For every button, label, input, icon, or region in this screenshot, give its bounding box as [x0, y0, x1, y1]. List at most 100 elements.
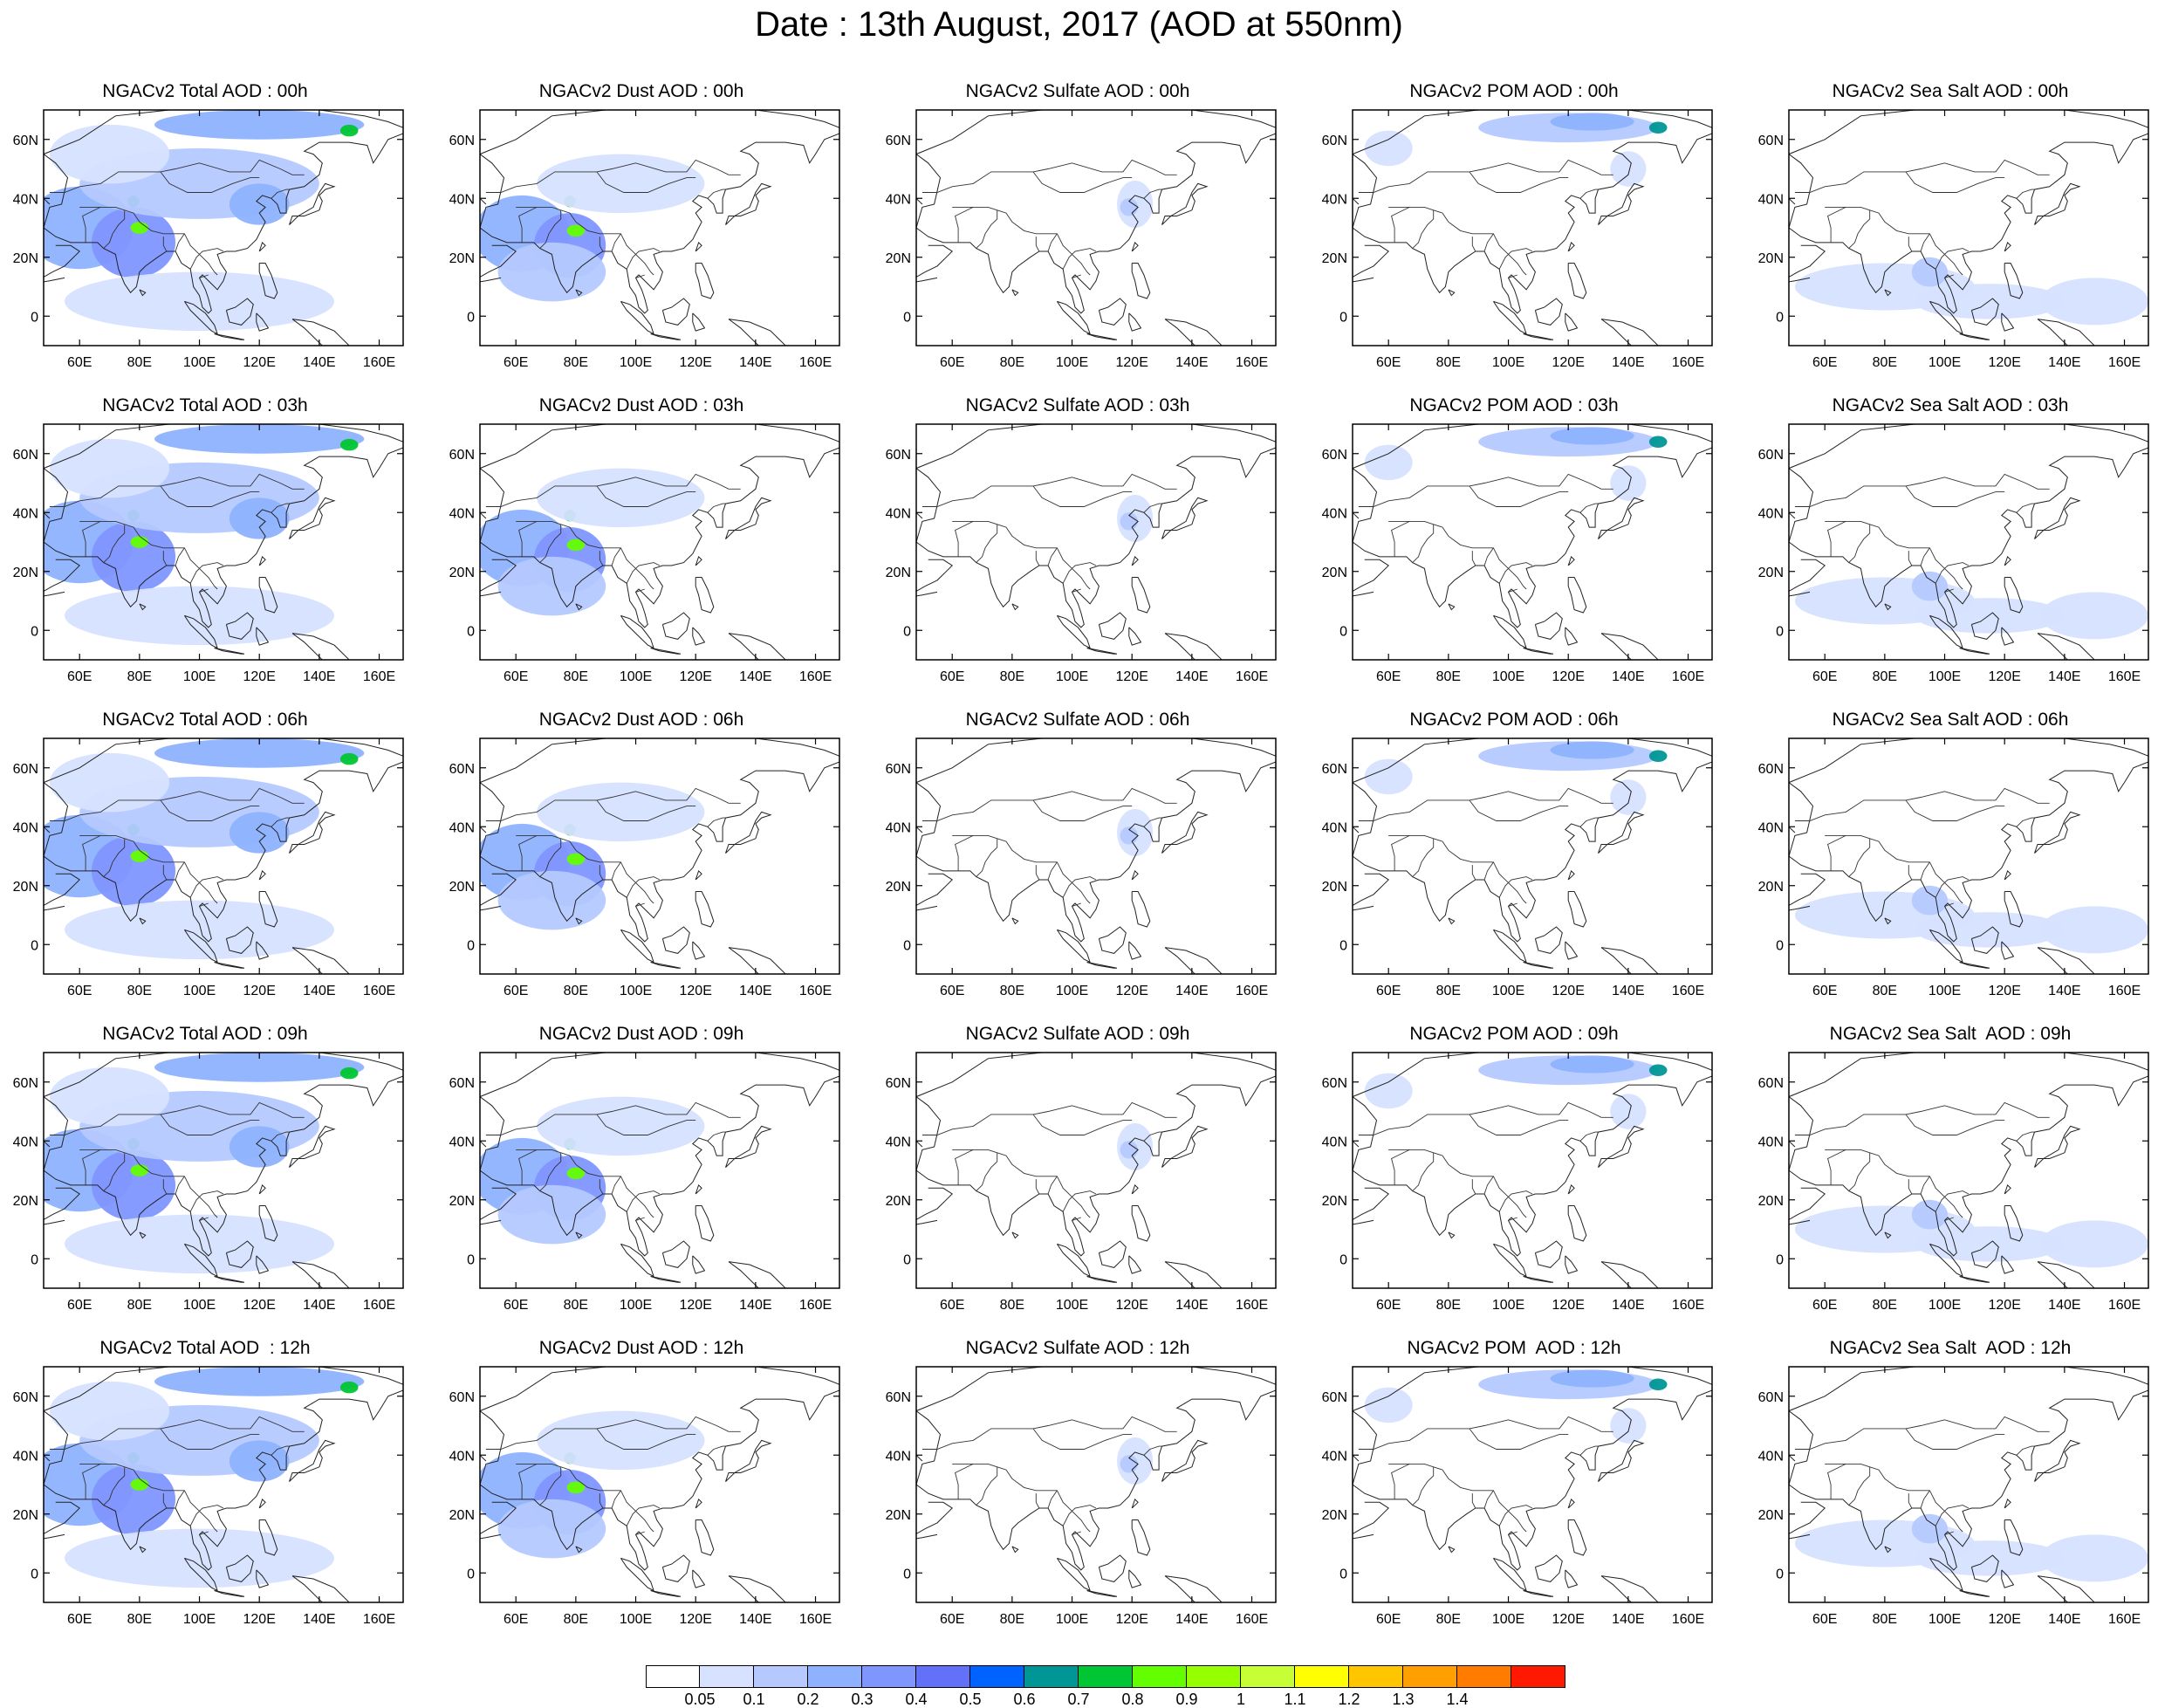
- coastline-12: [1353, 826, 1360, 833]
- coastline-6: [214, 648, 245, 655]
- coastline-1: [916, 447, 1276, 628]
- aod-plume-1: [1550, 427, 1634, 445]
- country-border-7: [1944, 902, 1954, 907]
- coastline-12: [916, 197, 923, 205]
- coastline-1: [44, 133, 403, 314]
- coastline-2: [2034, 1439, 2081, 1482]
- lon-tick-label: 80E: [1000, 984, 1024, 998]
- aod-plume-9: [49, 1067, 170, 1127]
- aod-plume-1: [1915, 598, 2065, 634]
- aod-plume-2: [1648, 1378, 1668, 1390]
- country-border-4: [599, 865, 604, 881]
- country-border-10: [1032, 1428, 1133, 1450]
- coastline-12: [1789, 1454, 1796, 1462]
- lat-tick-label: 60N: [13, 1390, 38, 1405]
- coastline-6: [1086, 648, 1118, 655]
- country-border-10: [1905, 1428, 2005, 1450]
- aod-plume-7: [339, 438, 359, 451]
- coastline-4: [1131, 577, 1151, 614]
- coastline-10: [139, 603, 147, 611]
- country-border-1: [1358, 473, 1613, 507]
- coastline-8: [692, 627, 706, 646]
- country-border-8: [1062, 882, 1072, 898]
- aod-plume-6: [154, 1053, 365, 1082]
- coastline-1: [1789, 1075, 2148, 1257]
- coastline-9: [728, 319, 786, 346]
- map-frame: [1352, 109, 1713, 346]
- aod-plume-3: [1364, 130, 1413, 167]
- lat-tick-label: 0: [31, 624, 38, 639]
- coastline-0: [480, 424, 839, 543]
- lat-tick-label: 60N: [886, 134, 911, 148]
- aod-plume-1: [1915, 912, 2065, 948]
- lat-tick-label: 40N: [13, 1135, 38, 1149]
- lon-tick-label: 100E: [1492, 669, 1524, 684]
- country-border-7: [1944, 1531, 1954, 1535]
- coastline-9: [291, 947, 350, 974]
- country-border-2: [1848, 209, 1871, 249]
- lon-tick-label: 100E: [183, 355, 216, 370]
- lon-tick-label: 80E: [1873, 1612, 1897, 1627]
- lat-tick-label: 60N: [1322, 762, 1347, 777]
- coastline-7: [225, 298, 254, 326]
- lon-tick-label: 60E: [1376, 984, 1401, 998]
- map-plot: 60E 80E 100E 120E 140E 160E 60N 40N 20N 0: [1322, 1052, 1713, 1313]
- coastline-3: [258, 1183, 266, 1195]
- colorbar-label: 1: [1236, 1691, 1245, 1708]
- country-border-4: [599, 551, 604, 566]
- country-border-9: [271, 817, 290, 827]
- country-border-5: [1483, 233, 1494, 252]
- aod-plume-2: [130, 1164, 149, 1176]
- lon-tick-label: 80E: [1000, 669, 1024, 684]
- country-border-8: [1935, 1197, 1945, 1212]
- coastline-12: [480, 511, 487, 519]
- lon-tick-label: 120E: [243, 984, 276, 998]
- map-panel-seasalt-1: NGACv2 Sea Salt AOD : 03h 60E 80E 100E 120E 1…: [1745, 394, 2155, 691]
- panel-title: NGACv2 Sea Salt AOD : 00h: [1832, 81, 2069, 101]
- coastline-12: [44, 1454, 51, 1462]
- country-border-2: [539, 1466, 562, 1506]
- lon-tick-label: 160E: [363, 1298, 395, 1313]
- aod-plume-8: [65, 271, 335, 332]
- country-border-5: [1920, 233, 1930, 252]
- lat-tick-label: 60N: [449, 134, 475, 148]
- lon-tick-label: 120E: [1989, 984, 2021, 998]
- coastline-0: [916, 1367, 1276, 1485]
- lat-tick-label: 0: [31, 310, 38, 325]
- coastline-4: [1131, 1519, 1151, 1556]
- coastline-6: [1959, 333, 1990, 340]
- panel-title: NGACv2 Sulfate AOD : 12h: [965, 1338, 1190, 1358]
- country-border-10: [1032, 799, 1133, 821]
- country-border-3: [1827, 520, 1846, 557]
- map-plot: 60E 80E 100E 120E 140E 160E 60N 40N 20N 0: [886, 1052, 1277, 1313]
- lon-tick-label: 140E: [1612, 669, 1644, 684]
- lat-tick-label: 20N: [13, 1508, 38, 1523]
- lon-tick-label: 80E: [1436, 669, 1461, 684]
- coastline-2: [2034, 811, 2081, 854]
- coastline-10: [1884, 289, 1892, 297]
- coastline-5: [1056, 1243, 1091, 1278]
- coastline-9: [291, 1575, 350, 1602]
- country-border-2: [1412, 838, 1435, 877]
- coastline-2: [1161, 1439, 1209, 1482]
- lon-tick-label: 60E: [1812, 1298, 1837, 1313]
- country-border-7: [199, 588, 209, 593]
- country-border-8: [1935, 254, 1945, 270]
- panel-title: NGACv2 Total AOD : 12h: [99, 1338, 311, 1358]
- coastline-1: [1353, 133, 1712, 314]
- coastline-3: [258, 555, 266, 566]
- coastline-7: [1970, 926, 1999, 954]
- coastline-6: [1523, 1590, 1554, 1597]
- lat-tick-label: 20N: [1758, 880, 1784, 895]
- lat-tick-label: 0: [1339, 938, 1347, 953]
- country-border-3: [955, 520, 974, 557]
- country-border-2: [103, 524, 126, 563]
- map-plot: 60E 80E 100E 120E 140E 160E 60N 40N 20N 0: [1758, 109, 2149, 370]
- country-border-0: [952, 206, 1097, 256]
- lat-tick-label: 40N: [1322, 506, 1347, 521]
- lon-tick-label: 100E: [1928, 1298, 1961, 1313]
- lon-tick-label: 60E: [67, 984, 92, 998]
- colorbar-swatch-4: [862, 1665, 916, 1688]
- lon-tick-label: 60E: [940, 1612, 964, 1627]
- colorbar-swatch-8: [1079, 1665, 1133, 1688]
